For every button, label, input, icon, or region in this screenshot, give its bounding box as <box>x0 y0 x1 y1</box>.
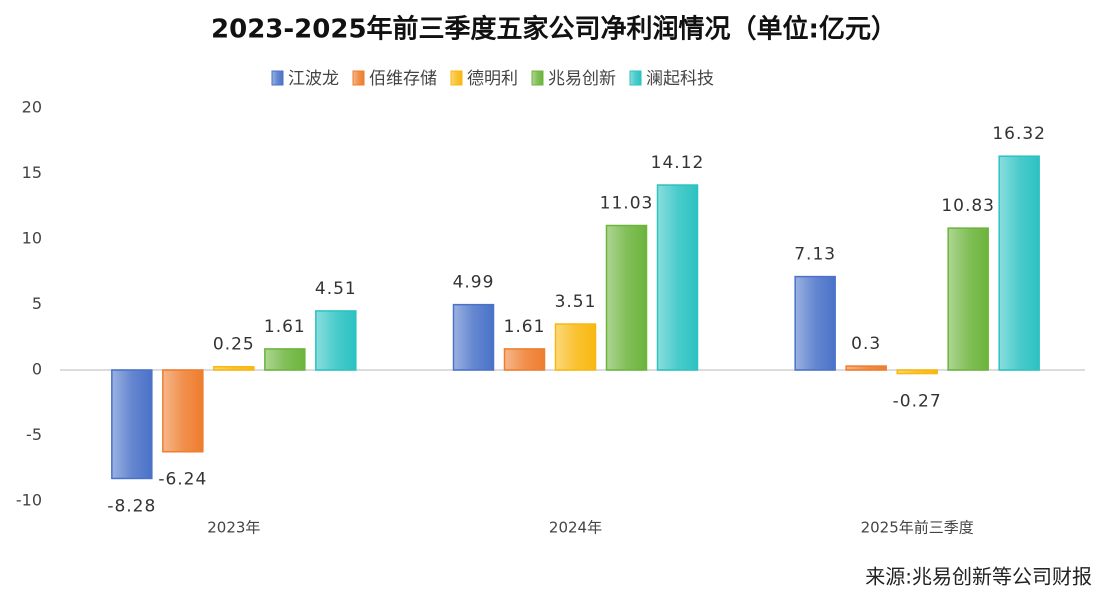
data-label: 16.32 <box>992 124 1046 144</box>
legend-label: 兆易创新 <box>548 69 616 89</box>
data-label: 3.51 <box>555 292 597 312</box>
x-tick-label: 2025年前三季度 <box>861 519 974 537</box>
legend-swatch <box>352 70 365 86</box>
data-label: 4.51 <box>315 279 357 299</box>
legend-label: 佰维存储 <box>369 69 437 89</box>
data-label: 7.13 <box>794 245 836 265</box>
legend-swatch <box>531 70 544 86</box>
legend-label: 德明利 <box>467 69 518 89</box>
bar <box>656 184 699 371</box>
data-label: -6.24 <box>158 470 207 490</box>
bar <box>162 369 204 453</box>
legend: 江波龙 佰维存储 德明利 兆易创新 澜起科技 <box>271 69 714 89</box>
y-tick-label: 20 <box>22 98 42 117</box>
data-label: 1.61 <box>504 317 546 337</box>
y-tick-label: 10 <box>22 229 42 248</box>
bar <box>605 224 648 371</box>
x-tick-label: 2024年 <box>549 519 602 537</box>
y-tick-label: -10 <box>16 491 42 510</box>
data-label: 0.25 <box>213 335 255 355</box>
bar <box>111 369 153 480</box>
legend-label: 江波龙 <box>288 69 339 89</box>
data-label: 4.99 <box>453 273 495 293</box>
data-label: 0.3 <box>851 334 881 354</box>
y-tick-label: 5 <box>32 294 42 313</box>
legend-swatch <box>629 70 642 86</box>
y-tick-label: -5 <box>26 425 42 444</box>
legend-swatch <box>271 70 284 86</box>
y-tick-label: 15 <box>22 163 42 182</box>
legend-label: 澜起科技 <box>646 69 714 89</box>
data-label: 1.61 <box>264 317 306 337</box>
bar <box>213 365 255 371</box>
bar <box>452 303 495 371</box>
bar <box>896 369 938 375</box>
y-tick-label: 0 <box>32 360 42 379</box>
bar <box>845 365 887 371</box>
bar <box>315 310 357 371</box>
bar <box>998 155 1040 371</box>
bar <box>794 275 836 371</box>
data-label: 11.03 <box>600 194 654 214</box>
data-label: 14.12 <box>651 153 705 173</box>
chart-title: 2023-2025年前三季度五家公司净利润情况（单位:亿元） <box>211 14 897 45</box>
bar <box>503 348 546 371</box>
data-label: -8.28 <box>107 496 156 516</box>
bar <box>947 227 989 371</box>
legend-swatch <box>450 70 463 86</box>
source-note: 来源:兆易创新等公司财报 <box>865 565 1092 589</box>
data-label: 10.83 <box>941 196 995 216</box>
x-tick-label: 2023年 <box>207 519 260 537</box>
bar <box>264 348 306 371</box>
data-label: -0.27 <box>893 392 942 412</box>
bar <box>554 323 597 371</box>
